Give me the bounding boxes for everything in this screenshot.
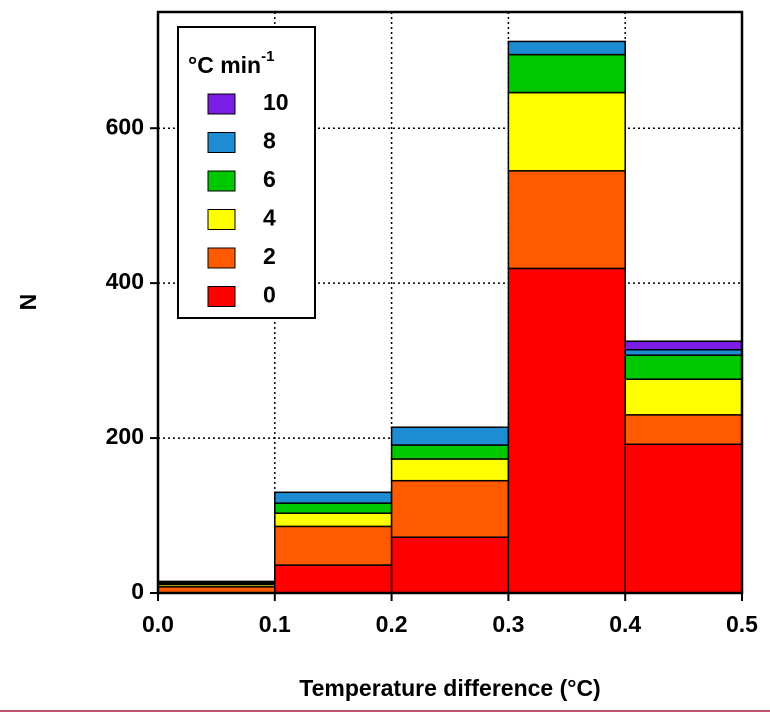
- x-tick-label: 0.4: [609, 611, 641, 637]
- y-tick-label: 0: [131, 578, 144, 604]
- legend-title: °C min-1: [188, 48, 274, 78]
- bar-segment: [624, 340, 743, 351]
- legend-label: 4: [263, 205, 276, 231]
- y-tick-label: 200: [106, 423, 144, 449]
- legend-label: 6: [263, 166, 276, 192]
- legend-swatch: [207, 247, 236, 269]
- bar-segment: [507, 53, 626, 94]
- bar-segment: [390, 426, 510, 446]
- bar-segment: [274, 564, 393, 594]
- bar-segment: [274, 525, 393, 566]
- bar-segment: [624, 349, 743, 356]
- legend-box: [177, 26, 316, 319]
- legend-label: 8: [263, 128, 276, 154]
- legend-label: 2: [263, 243, 276, 269]
- bar-segment: [274, 512, 393, 528]
- x-tick-label: 0.5: [726, 611, 758, 637]
- legend-swatch: [207, 170, 236, 192]
- legend-title-superscript: -1: [261, 48, 274, 65]
- x-tick-label: 0.0: [142, 611, 174, 637]
- plot-frame: [156, 10, 744, 595]
- y-tick-label: 400: [106, 268, 144, 294]
- bar-segment: [390, 536, 510, 594]
- bar-segment: [274, 502, 393, 514]
- legend-swatch: [207, 286, 236, 307]
- x-tick-label: 0.1: [259, 611, 291, 637]
- legend-swatch: [207, 209, 236, 230]
- bar-segment: [157, 580, 276, 584]
- bar-segment: [624, 378, 743, 416]
- bar-segment: [624, 414, 743, 446]
- bar-segment: [390, 444, 510, 460]
- legend-label: 0: [263, 282, 276, 308]
- bar-segment: [624, 443, 743, 594]
- legend-swatch: [207, 132, 236, 153]
- x-axis-label: Temperature difference (°C): [299, 675, 600, 701]
- y-tick-label: 600: [106, 113, 144, 139]
- bar-segment: [274, 491, 393, 504]
- x-tick-label: 0.2: [376, 611, 408, 637]
- bar-segment: [507, 170, 626, 270]
- legend-swatch: [207, 93, 236, 115]
- bar-segment: [390, 479, 510, 538]
- bar-segment: [507, 267, 626, 594]
- bar-segment: [507, 40, 626, 56]
- y-axis-label: N: [15, 294, 41, 311]
- x-tick-label: 0.3: [492, 611, 524, 637]
- bar-segment: [507, 91, 626, 172]
- legend-label: 10: [263, 89, 289, 115]
- bar-segment: [390, 458, 510, 482]
- bar-segment: [624, 354, 743, 380]
